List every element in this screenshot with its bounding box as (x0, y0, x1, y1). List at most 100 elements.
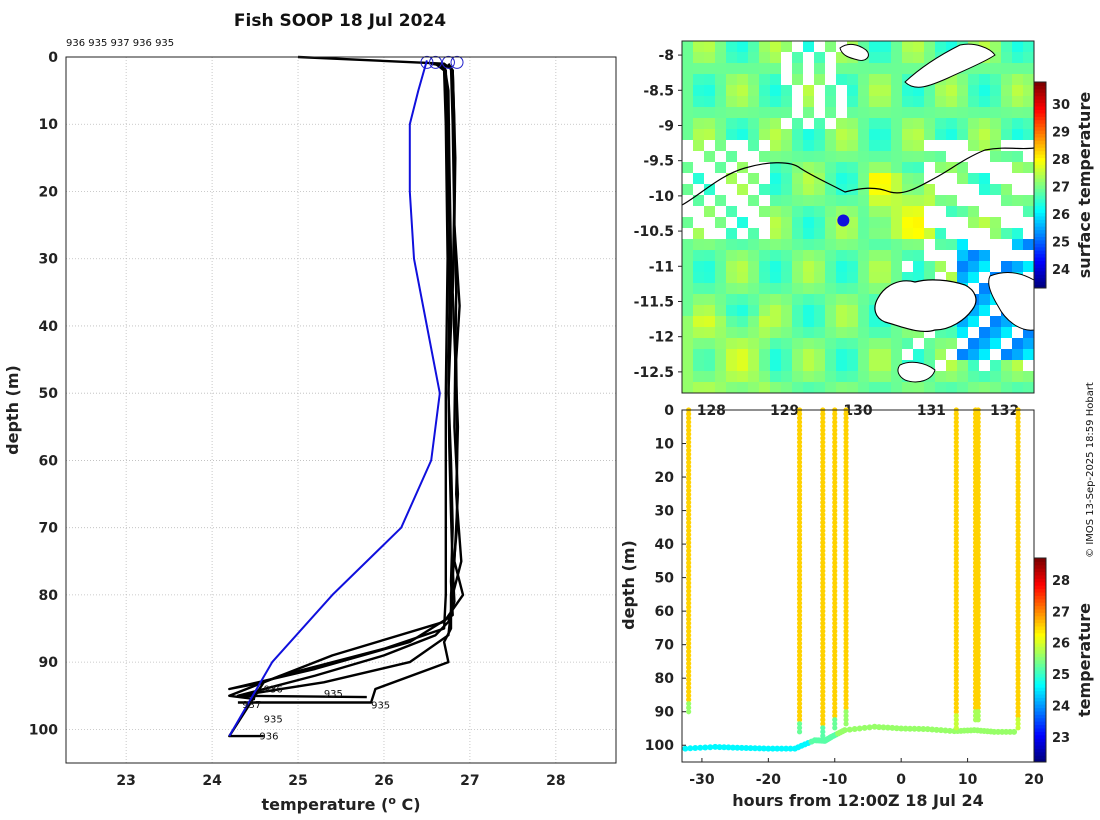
section-cast-point (843, 652, 849, 658)
sst-cell (737, 41, 748, 52)
section-cast-point (953, 600, 959, 606)
section-cast-point (1015, 648, 1021, 654)
sst-cell (792, 272, 803, 283)
section-cast-point (796, 628, 803, 634)
sst-cell (715, 272, 726, 283)
sst-cell (748, 228, 759, 239)
sst-cell (726, 305, 737, 316)
section-cast-point (686, 568, 692, 574)
section-cast-point (975, 636, 981, 642)
section-cast-point (953, 680, 959, 687)
sst-cell (726, 206, 737, 217)
sst-cell (869, 151, 880, 162)
section-cast-point (820, 455, 826, 461)
section-cast-point (686, 475, 692, 481)
sst-cell (1023, 74, 1034, 85)
temperature-colorbar-swatch (1034, 670, 1046, 675)
sst-cell (902, 184, 913, 195)
surface-marker-icon (429, 55, 443, 69)
sst-cell (836, 228, 847, 239)
section-cast-point (686, 447, 692, 453)
sst-cell (803, 250, 814, 261)
temperature-colorbar-swatch (1034, 626, 1046, 630)
sst-cell (737, 305, 748, 316)
sst-cell (979, 283, 990, 294)
section-cast-point (953, 648, 959, 654)
sst-cell (913, 107, 924, 118)
profile-black-4 (236, 63, 463, 699)
section-bottom-point (911, 725, 918, 732)
sst-cell (847, 74, 858, 85)
sst-cell (693, 294, 704, 305)
sst-cell (913, 162, 924, 173)
section-cast-point (832, 624, 838, 630)
sst-cell (781, 41, 792, 52)
section-cast-point (1015, 548, 1021, 554)
sst-cell (891, 349, 902, 360)
sst-cell (847, 294, 858, 305)
sst-cell (737, 283, 748, 294)
sst-cell (803, 272, 814, 283)
section-cast-point (1015, 528, 1021, 534)
sst-cell (715, 316, 726, 327)
sst-cell (979, 217, 990, 228)
section-cast-point (953, 592, 959, 598)
section-cast-point (953, 516, 959, 522)
sst-cell (858, 261, 869, 272)
section-cast-point (686, 672, 692, 679)
section-cast-point (832, 628, 838, 634)
sst-cell (792, 162, 803, 173)
sst-cell (825, 41, 836, 52)
sst-cell (814, 206, 825, 217)
sst-cell (781, 206, 792, 217)
section-cast-point (686, 459, 692, 465)
section-cast-point (843, 584, 849, 590)
sst-colorbar-swatch (1034, 130, 1046, 134)
sst-cell (957, 316, 968, 327)
sst-cell (880, 327, 891, 338)
sst-cell (1012, 382, 1023, 393)
sst-cell (924, 272, 935, 283)
sst-cell (770, 52, 781, 63)
sst-cell (902, 272, 913, 283)
section-cast-point (796, 540, 803, 546)
section-cast-point (820, 415, 826, 421)
sst-cell (880, 349, 891, 360)
sst-cell (770, 151, 781, 162)
sst-cell (869, 140, 880, 151)
section-cast-point (832, 427, 838, 433)
section-cast-point (820, 439, 826, 445)
sst-colorbar-swatch (1034, 263, 1046, 268)
sst-cell (748, 140, 759, 151)
sst-cell (715, 250, 726, 261)
section-cast-point (843, 664, 849, 671)
section-cast-point (686, 612, 692, 618)
sst-cell (869, 272, 880, 283)
sst-cell (880, 239, 891, 250)
section-cast-point (953, 427, 959, 433)
sst-map: -8-8.5-9-9.5-10-10.5-11-11.5-12-12.5 128… (634, 40, 1094, 419)
sst-cell (836, 360, 847, 371)
sst-cell (704, 382, 715, 393)
sst-cell (704, 338, 715, 349)
section-cast-point (686, 664, 692, 671)
sst-cell (726, 173, 737, 184)
section-cast-point (820, 511, 826, 518)
section-axes-box (681, 409, 1035, 763)
sst-cell (847, 140, 858, 151)
section-cast-point (820, 713, 826, 719)
sst-cell (858, 74, 869, 85)
profile-y-tick-label: 40 (39, 319, 59, 335)
sst-cell (847, 382, 858, 393)
sst-cell (924, 338, 935, 349)
sst-colorbar-swatch (1034, 212, 1046, 217)
section-cast-point (953, 564, 959, 570)
sst-colorbar-tick-label: 25 (1052, 235, 1070, 250)
section-cast-point (832, 709, 838, 715)
section-cast-point (953, 664, 959, 671)
sst-cell (1001, 85, 1012, 96)
section-cast-point (832, 632, 838, 638)
sst-cell (902, 217, 913, 228)
sst-cell (737, 360, 748, 371)
section-cast-point (1015, 721, 1021, 727)
